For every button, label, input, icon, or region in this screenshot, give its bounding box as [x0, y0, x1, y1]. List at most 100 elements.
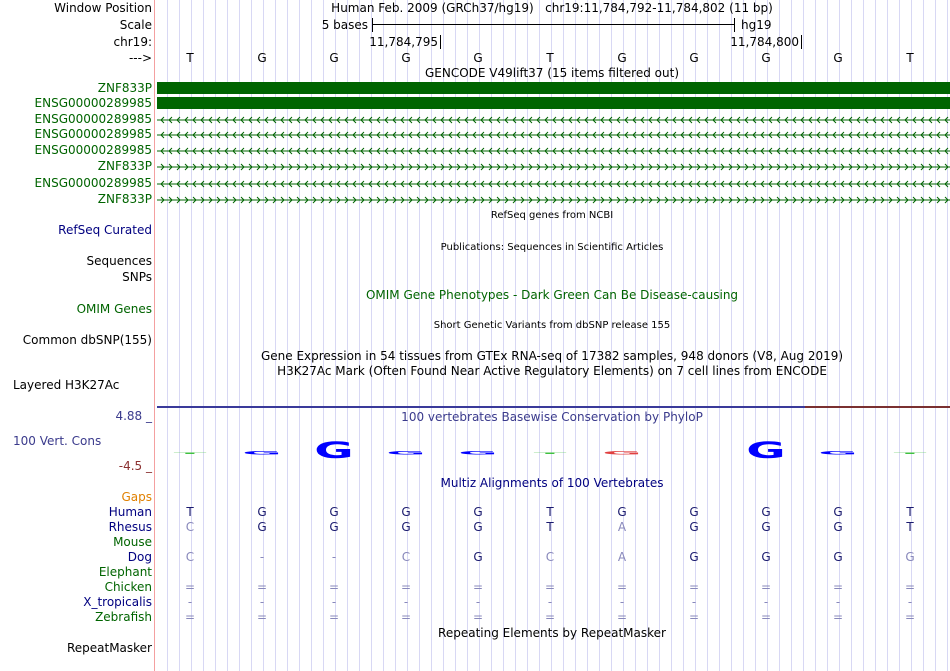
gaps-label[interactable]: Gaps [121, 490, 152, 504]
grid-line [359, 0, 360, 671]
omim-genes-label[interactable]: OMIM Genes [76, 302, 152, 316]
grid-line [227, 0, 228, 671]
grid-line [719, 0, 720, 671]
alignment-base: = [184, 580, 196, 594]
alignment-base: = [328, 610, 340, 624]
gene-plus-strand-line[interactable] [157, 161, 950, 171]
grid-line [335, 0, 336, 671]
gene-track-label[interactable]: ENSG00000289985 [34, 96, 152, 110]
scale-bar [372, 18, 735, 32]
species-label-elephant[interactable]: Elephant [98, 565, 152, 579]
gene-minus-strand-line[interactable] [157, 145, 950, 155]
grid-line [539, 0, 540, 671]
repeatmasker-label[interactable]: RepeatMasker [66, 641, 152, 655]
species-label-x_tropicalis[interactable]: X_tropicalis [83, 595, 152, 609]
alignment-base: G [401, 520, 411, 534]
alignment-base: = [400, 580, 412, 594]
grid-line [575, 0, 576, 671]
gene-feature-bar[interactable] [157, 82, 950, 94]
alignment-base: = [256, 580, 268, 594]
gene-track-label[interactable]: ZNF833P [97, 81, 152, 95]
assembly-label: hg19 [741, 18, 772, 32]
sequences-label[interactable]: Sequences [86, 254, 152, 268]
alignment-base: = [616, 610, 628, 624]
alignment-base: = [544, 580, 556, 594]
species-label-chicken[interactable]: Chicken [104, 580, 152, 594]
alignment-base: G [329, 505, 339, 519]
species-label-mouse[interactable]: Mouse [113, 535, 152, 549]
alignment-base: = [472, 610, 484, 624]
reference-base: G [689, 51, 699, 65]
reference-base: G [329, 51, 339, 65]
grid-line [899, 0, 900, 671]
multiz-track-title: Multiz Alignments of 100 Vertebrates [440, 476, 664, 490]
grid-line [755, 0, 756, 671]
gene-plus-strand-line[interactable] [157, 194, 950, 204]
grid-line [683, 0, 684, 671]
grid-line [935, 0, 936, 671]
gene-minus-strand-line[interactable] [157, 129, 950, 139]
chrom-label: chr19: [113, 35, 152, 49]
phylop-label[interactable]: 100 Vert. Cons [13, 434, 102, 448]
alignment-base: T [546, 520, 554, 534]
alignment-base: G [761, 550, 771, 564]
grid-line [875, 0, 876, 671]
grid-line [767, 0, 768, 671]
alignment-base: G [473, 520, 483, 534]
gene-track-label[interactable]: ENSG00000289985 [34, 127, 152, 141]
alignment-base: C [185, 550, 195, 564]
alignment-base: T [546, 505, 554, 519]
repeatmasker-track-title: Repeating Elements by RepeatMasker [438, 626, 666, 640]
grid-line [323, 0, 324, 671]
alignment-base: - [619, 595, 625, 609]
species-label-zebrafish[interactable]: Zebrafish [95, 610, 152, 624]
grid-line [851, 0, 852, 671]
alignment-base: - [331, 550, 337, 564]
refseq-curated-label[interactable]: RefSeq Curated [58, 223, 152, 237]
alignment-base: - [547, 595, 553, 609]
phylop-base-glyph: G [458, 450, 498, 456]
reference-base: T [546, 51, 554, 65]
gene-feature-bar[interactable] [157, 97, 950, 109]
gene-track-label[interactable]: ZNF833P [97, 159, 152, 173]
grid-line [167, 0, 168, 671]
snps-label[interactable]: SNPs [122, 270, 152, 284]
grid-line [887, 0, 888, 671]
gene-minus-strand-line[interactable] [157, 114, 950, 124]
layered-h3k27ac-label[interactable]: Layered H3K27Ac [13, 378, 120, 392]
phylop-track-title: 100 vertebrates Basewise Conservation by… [401, 410, 703, 424]
grid-line [731, 0, 732, 671]
alignment-base: - [475, 595, 481, 609]
gene-minus-strand-line[interactable] [157, 178, 950, 188]
grid-line [947, 0, 948, 671]
alignment-base: - [835, 595, 841, 609]
alignment-base: - [331, 595, 337, 609]
gene-track-label[interactable]: ENSG00000289985 [34, 176, 152, 190]
alignment-base: C [185, 520, 195, 534]
gencode-track-title: GENCODE V49lift37 (15 items filtered out… [424, 66, 680, 80]
reference-base: G [257, 51, 267, 65]
gene-track-label[interactable]: ENSG00000289985 [34, 112, 152, 126]
grid-line [419, 0, 420, 671]
grid-line [911, 0, 912, 671]
alignment-base: = [544, 610, 556, 624]
grid-line [479, 0, 480, 671]
alignment-base: = [184, 610, 196, 624]
species-label-dog[interactable]: Dog [127, 550, 152, 564]
species-label-rhesus[interactable]: Rhesus [108, 520, 152, 534]
common-dbsnp-label[interactable]: Common dbSNP(155) [22, 333, 152, 347]
species-label-human[interactable]: Human [108, 505, 152, 519]
alignment-base: G [689, 505, 699, 519]
h3k27ac-signal-line [157, 406, 805, 408]
phylop-min-label: -4.5 _ [118, 459, 152, 473]
grid-line [275, 0, 276, 671]
alignment-base: = [688, 610, 700, 624]
grid-line [839, 0, 840, 671]
scale-bar-label: 5 bases [321, 18, 368, 32]
grid-line [635, 0, 636, 671]
gene-track-label[interactable]: ZNF833P [97, 192, 152, 206]
gene-track-label[interactable]: ENSG00000289985 [34, 143, 152, 157]
alignment-base: - [403, 595, 409, 609]
alignment-base: G [689, 550, 699, 564]
